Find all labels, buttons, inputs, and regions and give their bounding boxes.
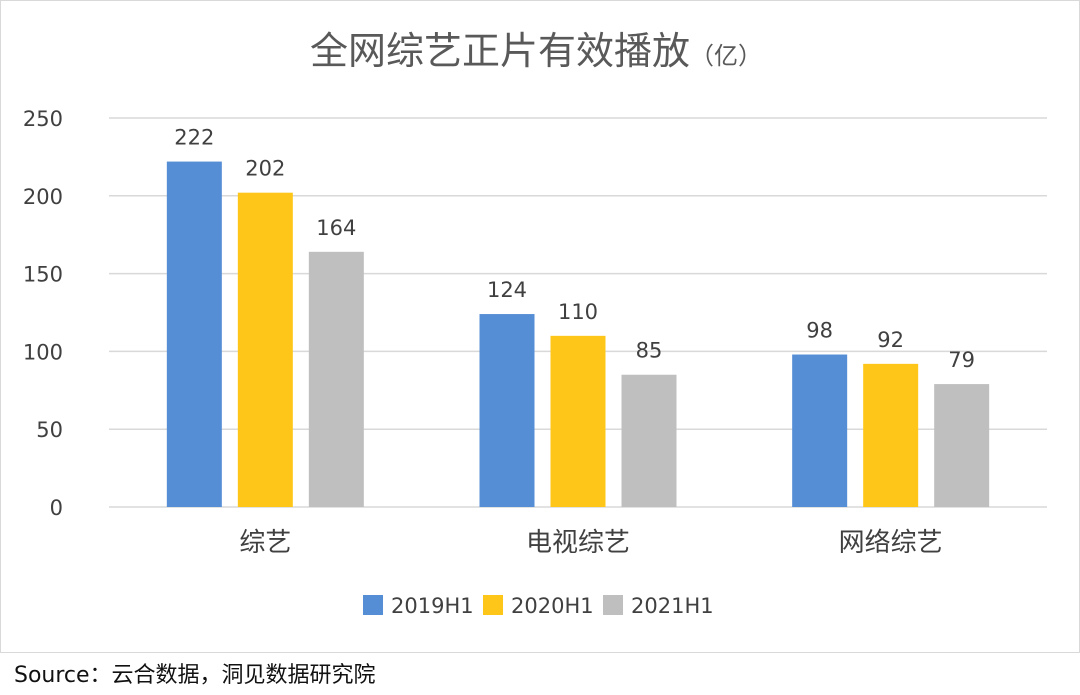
y-tick-label: 50 — [36, 418, 63, 442]
data-label: 110 — [558, 300, 598, 324]
x-category-label: 电视综艺 — [526, 528, 630, 558]
data-label: 222 — [174, 126, 214, 150]
y-tick-label: 0 — [50, 496, 63, 520]
x-category-label: 综艺 — [239, 528, 291, 558]
bar-chart: 全网综艺正片有效播放（亿） 0 50 100 150 200 250 222 202 164 1… — [23, 29, 1047, 618]
y-tick-label: 150 — [23, 263, 63, 287]
legend-label: 2021H1 — [631, 594, 714, 618]
chart-title: 全网综艺正片有效播放（亿） — [310, 29, 762, 73]
y-axis-ticks: 0 50 100 150 200 250 — [23, 107, 63, 520]
bars — [166, 161, 990, 508]
data-label: 79 — [948, 348, 975, 372]
data-label: 164 — [316, 216, 356, 240]
data-label: 85 — [636, 339, 663, 363]
bar — [308, 251, 364, 507]
legend-label: 2020H1 — [511, 594, 594, 618]
y-tick-label: 200 — [23, 185, 63, 209]
bar — [934, 384, 990, 507]
x-axis-categories: 综艺 电视综艺 网络综艺 — [239, 528, 942, 558]
bar — [863, 363, 919, 507]
bar — [479, 314, 535, 507]
bar — [166, 161, 222, 507]
bar — [550, 335, 606, 507]
legend: 2019H1 2020H1 2021H1 — [363, 594, 714, 618]
y-tick-label: 250 — [23, 107, 63, 131]
bar — [792, 354, 848, 507]
legend-label: 2019H1 — [391, 594, 474, 618]
legend-swatch — [363, 595, 383, 615]
data-labels: 222 202 164 124 110 85 98 92 79 — [174, 126, 975, 373]
bar — [621, 374, 677, 507]
y-tick-label: 100 — [23, 340, 63, 364]
data-label: 124 — [487, 278, 527, 302]
x-category-label: 网络综艺 — [839, 528, 943, 558]
legend-swatch — [603, 595, 623, 615]
chart-title-unit: （亿） — [690, 42, 762, 70]
chart-title-main: 全网综艺正片有效播放 — [310, 29, 690, 73]
data-label: 202 — [245, 157, 285, 181]
source-note: Source：云合数据，洞见数据研究院 — [14, 663, 376, 688]
bar — [237, 192, 293, 508]
legend-swatch — [483, 595, 503, 615]
chart-frame: 全网综艺正片有效播放（亿） 0 50 100 150 200 250 222 202 164 1… — [0, 0, 1080, 653]
data-label: 98 — [806, 319, 833, 343]
data-label: 92 — [877, 328, 904, 352]
